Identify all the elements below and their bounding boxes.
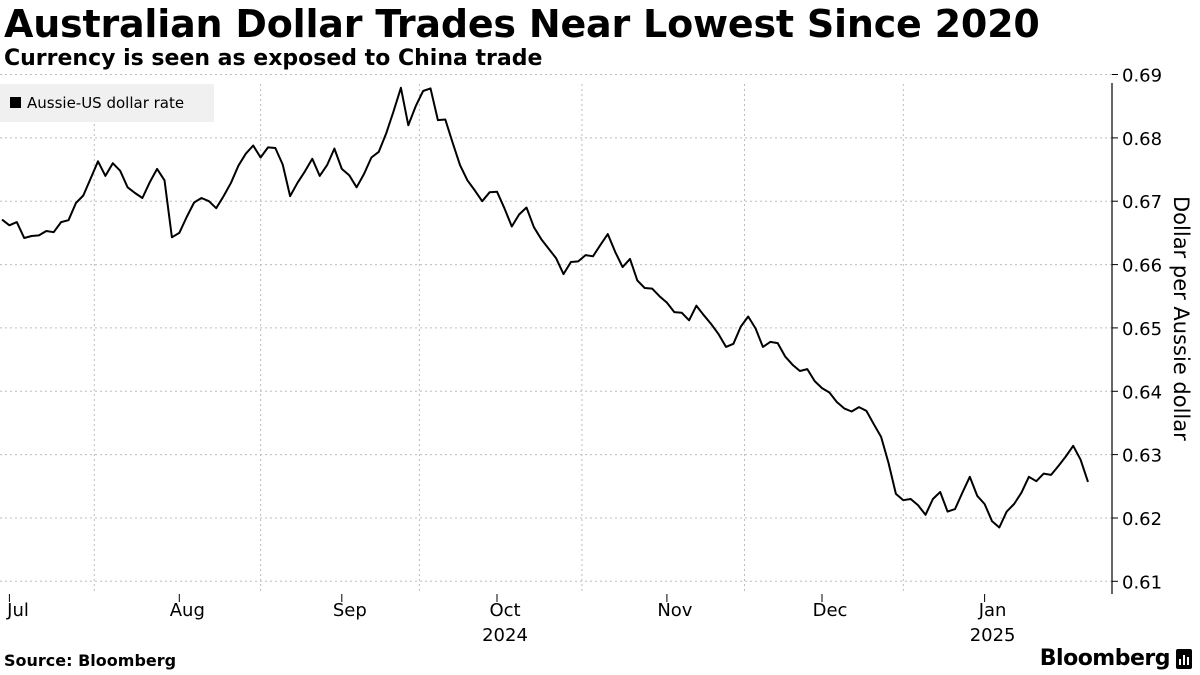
x-tick-label: Jul bbox=[6, 600, 29, 621]
legend: Aussie-US dollar rate bbox=[0, 84, 214, 122]
x-axis: Jul Aug Sep Oct 2024 Nov Dec Jan 2025 bbox=[6, 594, 1016, 646]
x-tick-label: Nov bbox=[657, 600, 692, 621]
x-tick-label: Jan bbox=[978, 600, 1007, 621]
y-tick-label: 0.64 bbox=[1122, 382, 1162, 403]
x-tick-label: Dec bbox=[813, 600, 848, 621]
y-tick-label: 0.67 bbox=[1122, 192, 1162, 213]
legend-label: Aussie-US dollar rate bbox=[27, 94, 184, 112]
y-axis-label: Dollar per Aussie dollar bbox=[1169, 196, 1193, 441]
bloomberg-terminal-icon bbox=[1176, 648, 1192, 669]
x-year-label: 2024 bbox=[482, 625, 528, 646]
gridlines bbox=[0, 74, 1112, 594]
legend-background bbox=[0, 84, 214, 122]
y-tick-label: 0.63 bbox=[1122, 446, 1162, 467]
chart-title: Australian Dollar Trades Near Lowest Sin… bbox=[4, 2, 1040, 46]
series-line-aussie-us bbox=[1, 86, 1089, 529]
y-tick-label: 0.68 bbox=[1122, 129, 1162, 150]
y-tick-label: 0.69 bbox=[1122, 66, 1162, 87]
y-tick-label: 0.66 bbox=[1122, 256, 1162, 277]
x-tick-label: Sep bbox=[333, 600, 367, 621]
y-tick-label: 0.62 bbox=[1122, 509, 1162, 530]
y-axis: 0.61 0.62 0.63 0.64 0.65 0.66 0.67 0.68 0.69 bbox=[1112, 66, 1162, 593]
source-note: Source: Bloomberg bbox=[4, 651, 177, 670]
x-year-label: 2025 bbox=[970, 625, 1016, 646]
brand-logo-text: Bloomberg bbox=[1039, 646, 1171, 671]
x-tick-label: Oct bbox=[489, 600, 520, 621]
x-tick-label: Aug bbox=[170, 600, 205, 621]
y-tick-label: 0.61 bbox=[1122, 572, 1162, 593]
brand: Bloomberg bbox=[1040, 646, 1192, 671]
chart-subtitle: Currency is seen as exposed to China tra… bbox=[4, 46, 543, 71]
legend-swatch bbox=[10, 97, 21, 108]
y-tick-label: 0.65 bbox=[1122, 319, 1162, 340]
